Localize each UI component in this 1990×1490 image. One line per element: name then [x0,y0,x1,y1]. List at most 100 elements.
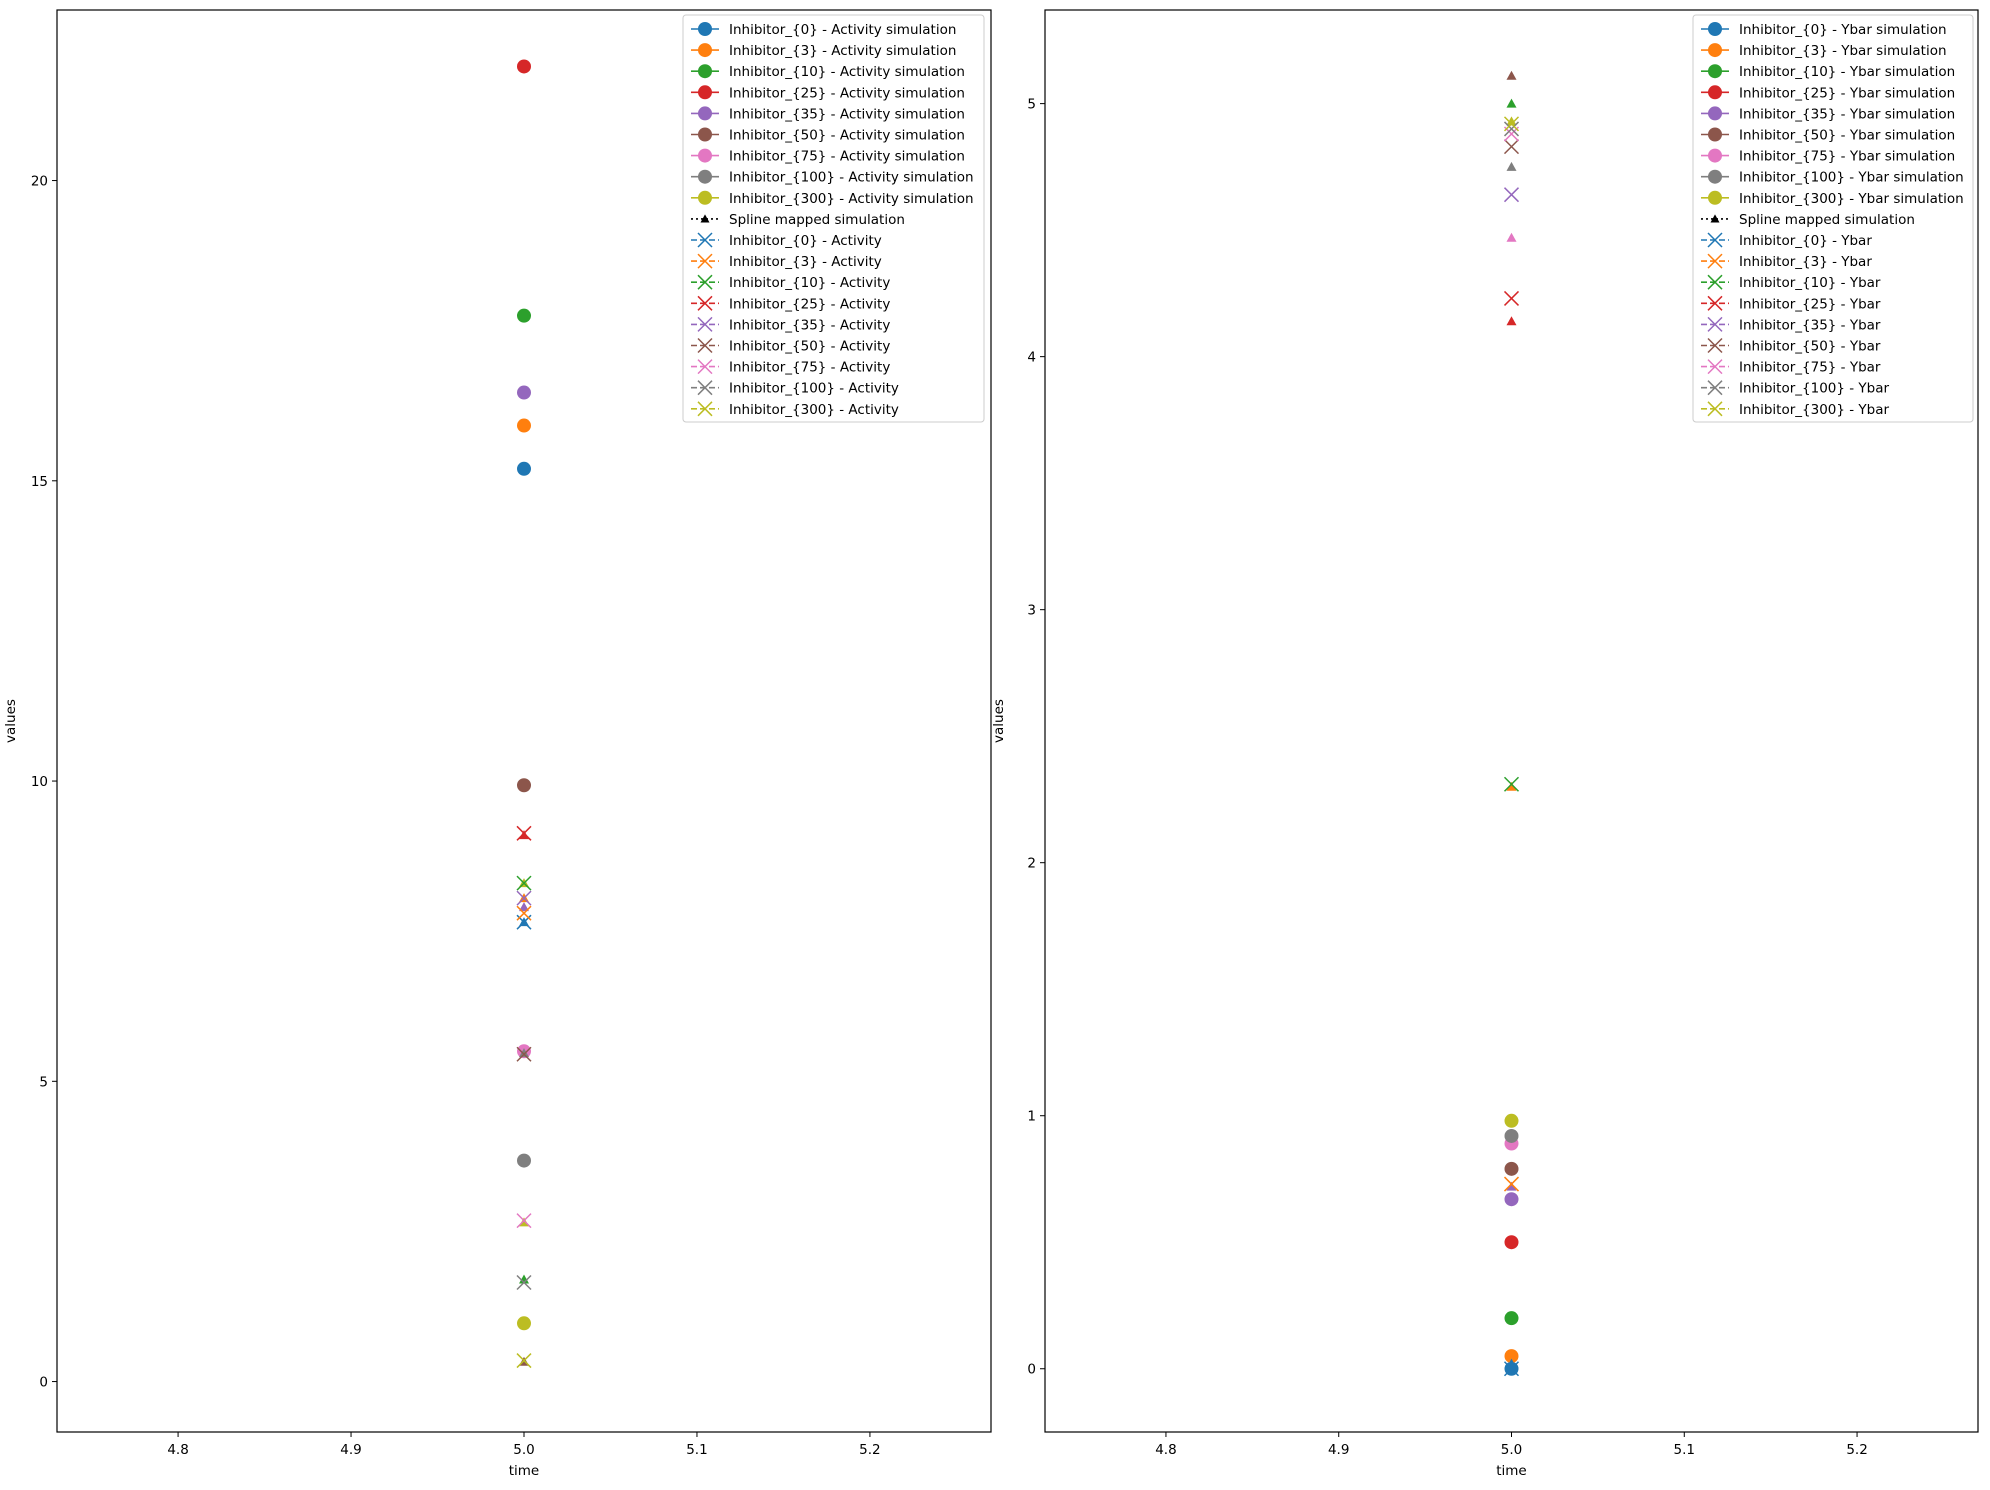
data-point-x [1503,1361,1520,1377]
data-point-x [1503,290,1520,306]
ybar-plot: 4.8 4.9 5.0 5.1 5.2 0 1 2 3 4 5 time values Inhibitor… [991,9,1979,1479]
x-tick-label: 5.2 [1846,1442,1867,1458]
data-point-circle [1504,1235,1519,1250]
data-point-x [1503,187,1520,203]
legend-label: Inhibitor_{100} - Ybar simulation [1739,170,1964,186]
circle-marker-icon [698,127,712,142]
legend-label: Inhibitor_{100} - Activity simulation [729,170,974,186]
x-axis-label: time [1496,1463,1527,1479]
x-marker-icon [697,401,713,417]
y-tick-label: 1 [1027,1109,1036,1125]
legend-label: Inhibitor_{300} - Ybar simulation [1739,191,1964,207]
circle-marker-icon [698,106,712,121]
legend-entry: Inhibitor_{25} - Ybar [1701,295,1881,312]
legend-entry: Inhibitor_{50} - Ybar simulation [1701,127,1955,144]
legend-entry: Inhibitor_{300} - Ybar [1701,401,1890,418]
circle-marker-icon [1708,22,1722,36]
legend-label: Inhibitor_{50} - Activity simulation [729,128,965,144]
legend-entry: Inhibitor_{50} - Activity [691,337,890,355]
data-point-x [1503,121,1520,137]
legend-label: Inhibitor_{3} - Activity [729,254,882,270]
legend-label: Inhibitor_{3} - Ybar simulation [1739,43,1947,59]
legend: Inhibitor_{0} - Activity simulation Inhib… [682,14,985,423]
data-point-triangle [1506,781,1517,791]
data-point-x [516,1353,532,1369]
x-marker-icon [1707,295,1723,311]
legend-label: Inhibitor_{100} - Activity [729,381,899,397]
x-tick-label: 4.8 [167,1442,188,1458]
y-axis-label: values [3,699,19,743]
data-point-circle [517,1153,531,1168]
data-point-x [516,875,532,891]
y-tick-label: 5 [1027,97,1036,113]
circle-marker-icon [698,22,712,36]
triangle-marker-icon [1710,214,1720,223]
legend-label: Inhibitor_{35} - Activity [729,317,890,333]
legend-entry: Inhibitor_{75} - Activity [691,359,890,376]
legend-label: Inhibitor_{100} - Ybar [1739,381,1890,397]
legend-entry: Inhibitor_{35} - Activity simulation [691,106,965,122]
x-tick-label: 4.9 [1328,1442,1349,1458]
legend-entry: Spline mapped simulation [1701,212,1915,228]
legend-label: Inhibitor_{10} - Ybar simulation [1739,64,1955,80]
x-marker-icon [1707,232,1723,248]
legend-entry: Inhibitor_{10} - Activity simulation [691,64,965,80]
data-point-circle [517,1316,531,1331]
x-marker-icon [697,316,713,332]
legend-entry: Inhibitor_{3} - Activity [691,253,882,270]
data-point-triangle [1506,316,1517,326]
legend-entry: Inhibitor_{50} - Ybar [1701,337,1881,355]
legend-entry: Inhibitor_{25} - Activity [691,295,890,312]
y-tick-label: 0 [39,1375,48,1391]
legend-entry: Inhibitor_{0} - Activity simulation [691,22,956,38]
x-marker-icon [1707,253,1723,269]
legend-entry: Inhibitor_{10} - Ybar simulation [1701,64,1955,80]
y-tick-label: 10 [31,774,48,790]
x-marker-icon [1707,401,1723,417]
y-axis-label: values [991,699,1007,743]
x-tick-label: 4.9 [340,1442,361,1458]
data-points [1503,70,1520,1377]
legend-label: Inhibitor_{35} - Activity simulation [729,106,965,122]
circle-marker-icon [698,148,712,163]
x-marker-icon [697,295,713,311]
data-point-x [516,1274,532,1291]
data-point-circle [517,59,531,74]
y-tick-label: 15 [31,474,48,490]
legend-box [1692,14,1974,423]
data-point-x [516,890,532,906]
x-marker-icon [1707,316,1723,332]
circle-marker-icon [698,85,712,100]
data-point-circle [517,385,531,400]
legend-entry: Inhibitor_{0} - Ybar [1701,232,1872,249]
x-marker-icon [1707,359,1723,375]
x-axis-label: time [509,1463,540,1479]
legend-label: Inhibitor_{0} - Activity simulation [729,22,956,38]
x-marker-icon [697,337,713,354]
x-marker-icon [1707,337,1723,354]
circle-marker-icon [698,43,712,58]
legend-label: Inhibitor_{25} - Activity simulation [729,85,965,101]
data-point-circle [517,418,531,433]
data-point-x [516,1046,532,1062]
y-tick-label: 20 [31,174,48,190]
legend: Inhibitor_{0} - Ybar simulation Inhibitor… [1692,14,1974,423]
legend-label: Inhibitor_{10} - Activity simulation [729,64,965,80]
legend-label: Inhibitor_{50} - Activity [729,339,890,355]
x-marker-icon [697,232,713,248]
data-point-x [1503,776,1520,792]
data-point-triangle [1506,116,1517,126]
data-point-triangle [1506,98,1517,108]
data-point-x [1503,139,1520,155]
data-point-circle [1504,1128,1519,1143]
legend-entry: Inhibitor_{0} - Activity [691,232,882,249]
circle-marker-icon [1708,43,1722,58]
legend-entry: Inhibitor_{50} - Activity simulation [691,127,965,144]
circle-marker-icon [1708,106,1722,121]
data-point-x [1503,1176,1520,1192]
x-tick-label: 5.1 [1674,1442,1695,1458]
x-marker-icon [1707,380,1723,396]
data-point-triangle [1506,1181,1517,1191]
circle-marker-icon [698,169,712,184]
